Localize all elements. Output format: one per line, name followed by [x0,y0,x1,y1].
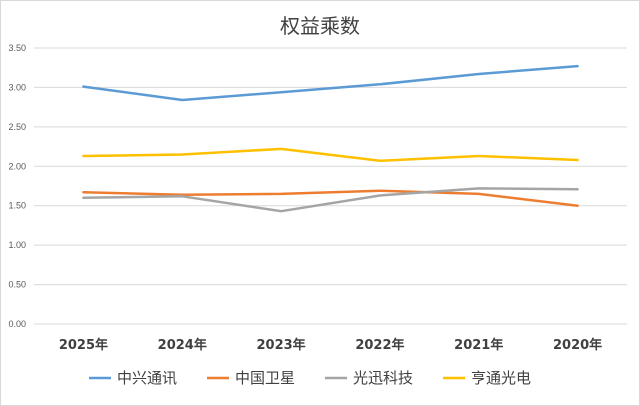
chart-title: 权益乘数 [280,14,360,38]
y-tick-label: 2.00 [8,161,26,171]
legend-label: 中国卫星 [235,369,295,387]
series-line-中兴通讯 [82,64,579,102]
legend-label: 中兴通讯 [117,369,177,387]
series-lines [82,64,579,213]
y-tick-label: 0.50 [8,280,26,290]
y-axis-ticks: 0.00 0.50 1.00 1.50 2.00 2.50 3.00 3.50 [8,43,26,329]
y-tick-label: 3.50 [8,43,26,53]
x-axis-ticks: 2025年 2024年 2023年 2022年 2021年 2020年 [59,337,602,353]
y-tick-label: 2.50 [8,122,26,132]
y-tick-label: 3.00 [8,82,26,92]
gridlines [34,47,627,325]
legend: 中兴通讯 中国卫星 光迅科技 亨通光电 [89,369,531,387]
x-tick-label: 2021年 [454,337,503,353]
y-tick-label: 0.00 [8,319,26,329]
y-tick-label: 1.50 [8,201,26,211]
y-tick-label: 1.00 [8,240,26,250]
series-line-中国卫星 [82,189,579,207]
series-line-亨通光电 [82,147,579,163]
legend-label: 光迅科技 [353,369,413,387]
legend-label: 亨通光电 [471,369,531,387]
x-tick-label: 2023年 [256,337,305,353]
x-tick-label: 2024年 [158,337,207,353]
series-line-光迅科技 [82,187,579,213]
x-tick-label: 2022年 [355,337,404,353]
x-tick-label: 2025年 [59,337,108,353]
x-tick-label: 2020年 [553,337,602,353]
